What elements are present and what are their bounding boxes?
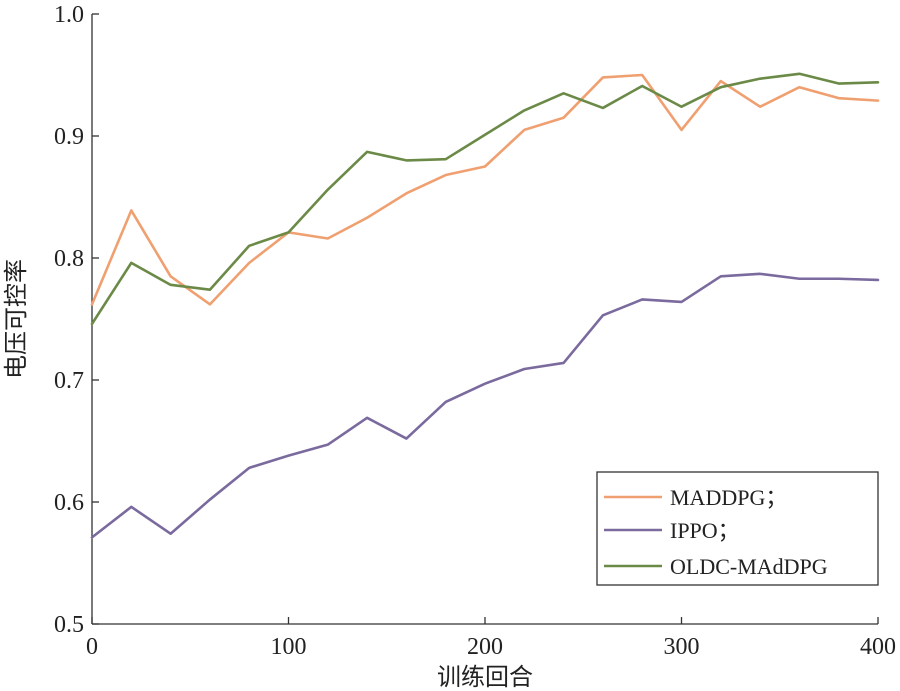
y-tick-label: 0.8: [54, 246, 84, 272]
x-tick-label: 100: [271, 634, 307, 660]
y-tick-label: 0.6: [54, 490, 84, 516]
y-tick-label: 0.9: [54, 124, 84, 150]
series-layer: [90, 72, 880, 539]
x-axis-title: 训练回合: [437, 663, 533, 691]
x-tick-label: 400: [860, 634, 896, 660]
series-line-1: [90, 272, 880, 539]
y-tick-label: 0.5: [54, 612, 84, 638]
series-line-0: [90, 73, 880, 306]
y-tick-label: 0.7: [54, 368, 84, 394]
y-tick-label: 1.0: [54, 2, 84, 28]
x-tick-label: 200: [467, 634, 503, 660]
legend-label-0: MADDPG；: [670, 485, 787, 510]
legend-label-1: IPPO；: [670, 518, 740, 543]
axes: 0.5 0.6 0.7 0.8 0.9 1.0 0 100 200 300 400: [54, 2, 896, 660]
series-line-2: [90, 72, 880, 326]
legend-label-2: OLDC-MAdDPG: [670, 554, 828, 579]
legend: MADDPG； IPPO； OLDC-MAdDPG: [596, 471, 879, 586]
x-tick-label: 300: [664, 634, 700, 660]
y-axis-title: 电压可控率: [2, 259, 30, 379]
x-tick-label: 0: [86, 634, 98, 660]
